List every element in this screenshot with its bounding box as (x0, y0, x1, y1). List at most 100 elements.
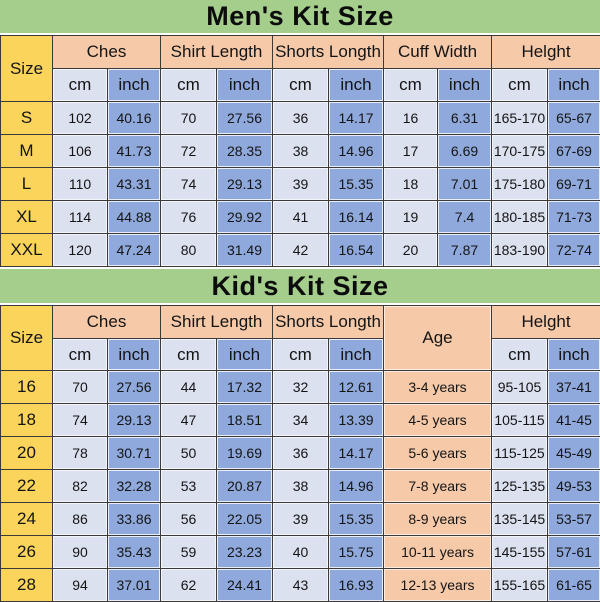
data-cell: 40.16 (108, 102, 161, 135)
data-cell: 105-115 (492, 404, 548, 437)
unit-header-cm: cm (273, 339, 329, 371)
data-cell: 37-41 (548, 371, 600, 404)
size-column-header: Size (1, 36, 53, 102)
unit-header-cm: cm (161, 69, 217, 102)
data-cell: 27.56 (217, 102, 273, 135)
unit-header-inch: inch (108, 339, 161, 371)
data-cell: 47.24 (108, 234, 161, 267)
data-cell: 17 (384, 135, 438, 168)
data-cell: 43 (273, 569, 329, 602)
size-cell: 20 (1, 437, 53, 470)
data-cell: 44 (161, 371, 217, 404)
age-cell: 10-11 years (384, 536, 492, 569)
data-cell: 110 (53, 168, 108, 201)
data-cell: 14.17 (329, 437, 384, 470)
data-cell: 18 (384, 168, 438, 201)
data-cell: 90 (53, 536, 108, 569)
data-cell: 80 (161, 234, 217, 267)
data-cell: 57-61 (548, 536, 600, 569)
data-cell: 125-135 (492, 470, 548, 503)
unit-header-inch: inch (217, 339, 273, 371)
age-cell: 7-8 years (384, 470, 492, 503)
data-cell: 49-53 (548, 470, 600, 503)
data-cell: 33.86 (108, 503, 161, 536)
data-cell: 120 (53, 234, 108, 267)
data-cell: 35.43 (108, 536, 161, 569)
data-cell: 28.35 (217, 135, 273, 168)
data-cell: 53 (161, 470, 217, 503)
data-cell: 14.17 (329, 102, 384, 135)
data-cell: 32 (273, 371, 329, 404)
age-cell: 4-5 years (384, 404, 492, 437)
data-cell: 72 (161, 135, 217, 168)
data-cell: 41-45 (548, 404, 600, 437)
data-cell: 94 (53, 569, 108, 602)
data-cell: 165-170 (492, 102, 548, 135)
group-header-ches: Ches (53, 306, 161, 339)
data-cell: 16.54 (329, 234, 384, 267)
data-cell: 41 (273, 201, 329, 234)
group-header-shorts-longth: Shorts Longth (273, 306, 384, 339)
data-cell: 43.31 (108, 168, 161, 201)
data-cell: 7.01 (438, 168, 492, 201)
data-cell: 38 (273, 470, 329, 503)
size-cell: L (1, 168, 53, 201)
size-cell: XXL (1, 234, 53, 267)
data-cell: 29.13 (108, 404, 161, 437)
data-cell: 20.87 (217, 470, 273, 503)
group-header-ches: Ches (53, 36, 161, 69)
data-cell: 18.51 (217, 404, 273, 437)
unit-header-inch: inch (217, 69, 273, 102)
data-cell: 45-49 (548, 437, 600, 470)
size-cell: S (1, 102, 53, 135)
data-cell: 86 (53, 503, 108, 536)
size-cell: XL (1, 201, 53, 234)
data-cell: 70 (161, 102, 217, 135)
data-cell: 15.35 (329, 168, 384, 201)
data-cell: 76 (161, 201, 217, 234)
data-cell: 22.05 (217, 503, 273, 536)
data-cell: 23.23 (217, 536, 273, 569)
size-cell: 26 (1, 536, 53, 569)
data-cell: 38 (273, 135, 329, 168)
data-cell: 19.69 (217, 437, 273, 470)
group-header-shorts-longth: Shorts Longth (273, 36, 384, 69)
group-header-shirt-length: Shirt Length (161, 36, 273, 69)
data-cell: 95-105 (492, 371, 548, 404)
data-cell: 31.49 (217, 234, 273, 267)
unit-header-cm: cm (492, 69, 548, 102)
data-cell: 16.14 (329, 201, 384, 234)
data-cell: 34 (273, 404, 329, 437)
data-cell: 72-74 (548, 234, 600, 267)
data-cell: 183-190 (492, 234, 548, 267)
size-cell: 18 (1, 404, 53, 437)
data-cell: 36 (273, 437, 329, 470)
data-cell: 32.28 (108, 470, 161, 503)
data-cell: 70 (53, 371, 108, 404)
data-cell: 53-57 (548, 503, 600, 536)
data-cell: 67-69 (548, 135, 600, 168)
size-column-header: Size (1, 306, 53, 371)
data-cell: 14.96 (329, 470, 384, 503)
data-cell: 20 (384, 234, 438, 267)
unit-header-cm: cm (384, 69, 438, 102)
data-cell: 29.92 (217, 201, 273, 234)
data-cell: 115-125 (492, 437, 548, 470)
data-cell: 7.87 (438, 234, 492, 267)
data-cell: 74 (161, 168, 217, 201)
unit-header-cm: cm (53, 339, 108, 371)
unit-header-cm: cm (161, 339, 217, 371)
size-cell: M (1, 135, 53, 168)
data-cell: 59 (161, 536, 217, 569)
data-cell: 15.35 (329, 503, 384, 536)
group-header-age: Age (384, 306, 492, 371)
